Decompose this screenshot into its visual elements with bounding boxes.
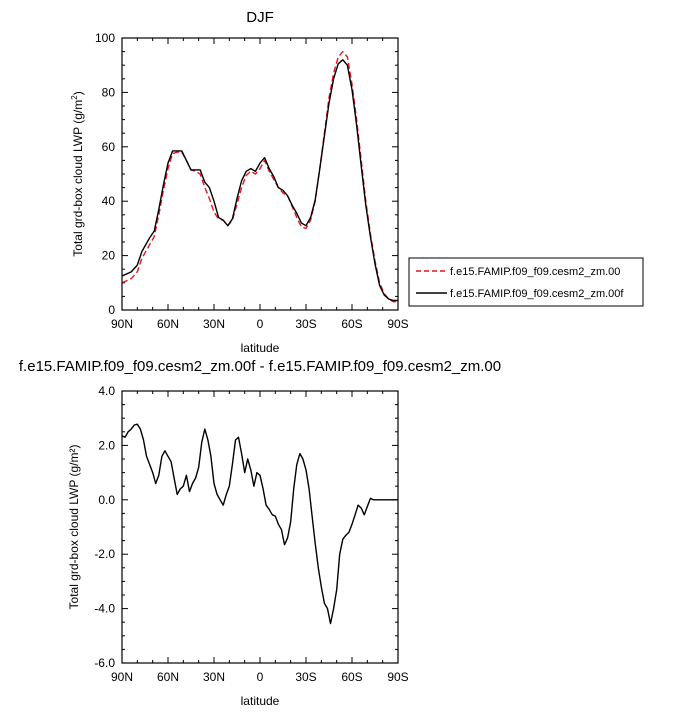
top-y-tick-labels: 0 20 40 60 80 100 — [95, 31, 115, 317]
top-y-axis-label-close: ) — [71, 91, 85, 95]
legend-label-series-2: f.e15.FAMIP.f09_f09.cesm2_zm.00f — [450, 288, 624, 300]
top-chart-title: DJF — [246, 9, 274, 26]
bottom-y-tick-label: -6.0 — [94, 656, 115, 670]
bottom-y-tick-labels: -6.0 -4.0 -2.0 0.0 2.0 4.0 — [94, 384, 115, 670]
top-series — [121, 50, 398, 303]
bottom-x-tick-labels: 90N 60N 30N 0 30S 60S 90S — [111, 670, 409, 684]
legend-box — [408, 257, 644, 307]
top-y-axis-label-main: Total grd-box cloud LWP (g/m — [71, 100, 85, 257]
bottom-y-tick-label: 2.0 — [98, 438, 115, 452]
top-y-tick-label: 0 — [108, 303, 115, 317]
top-x-tick-labels: 90N 60N 30N 0 30S 60S 90S — [111, 317, 409, 331]
bottom-y-tick-label: 0.0 — [98, 493, 115, 507]
top-series-line-1 — [121, 50, 398, 303]
bottom-series-line-1 — [121, 423, 398, 625]
top-ticks — [121, 37, 399, 311]
top-y-tick-label: 40 — [102, 194, 116, 208]
bottom-series — [121, 423, 398, 625]
top-y-axis-label: Total grd-box cloud LWP (g/m2) — [70, 91, 85, 256]
top-y-axis-label-sup: 2 — [70, 95, 79, 100]
bottom-x-axis-label: latitude — [241, 694, 280, 708]
bottom-chart-title: f.e15.FAMIP.f09_f09.cesm2_zm.00f - f.e15… — [19, 358, 501, 375]
top-series-line-2 — [121, 59, 398, 302]
bottom-x-tick-label: 60N — [157, 670, 179, 684]
top-x-tick-label: 90N — [111, 317, 133, 331]
bottom-panel: f.e15.FAMIP.f09_f09.cesm2_zm.00f - f.e15… — [19, 358, 501, 708]
top-x-tick-label: 30S — [295, 317, 316, 331]
bottom-x-tick-label: 90S — [387, 670, 408, 684]
legend-label-series-1: f.e15.FAMIP.f09_f09.cesm2_zm.00 — [450, 266, 620, 278]
bottom-y-tick-label: -2.0 — [94, 547, 115, 561]
bottom-x-tick-label: 60S — [341, 670, 362, 684]
bottom-y-tick-label: -4.0 — [94, 602, 115, 616]
top-x-tick-label: 90S — [387, 317, 408, 331]
bottom-x-tick-label: 0 — [257, 670, 264, 684]
top-x-axis-label: latitude — [241, 341, 280, 355]
bottom-x-tick-label: 90N — [111, 670, 133, 684]
bottom-plot-frame — [121, 390, 399, 664]
top-panel: DJF 90N 60N 30N 0 30S 60S 90S 0 20 40 60 80 100 lat… — [70, 9, 409, 355]
top-x-tick-label: 60S — [341, 317, 362, 331]
legend: f.e15.FAMIP.f09_f09.cesm2_zm.00 f.e15.FA… — [408, 257, 644, 307]
top-x-tick-label: 30N — [203, 317, 225, 331]
top-y-tick-label: 100 — [95, 31, 115, 45]
bottom-y-axis-label: Total grd-box cloud LWP (g/m²) — [67, 445, 81, 610]
top-y-tick-label: 80 — [102, 85, 116, 99]
bottom-y-tick-label: 4.0 — [98, 384, 115, 398]
bottom-x-tick-label: 30S — [295, 670, 316, 684]
bottom-x-tick-label: 30N — [203, 670, 225, 684]
top-y-tick-label: 60 — [102, 140, 116, 154]
top-x-tick-label: 0 — [257, 317, 264, 331]
top-plot-frame — [121, 37, 399, 311]
bottom-ticks — [121, 390, 399, 664]
top-x-tick-label: 60N — [157, 317, 179, 331]
top-y-tick-label: 20 — [102, 249, 116, 263]
